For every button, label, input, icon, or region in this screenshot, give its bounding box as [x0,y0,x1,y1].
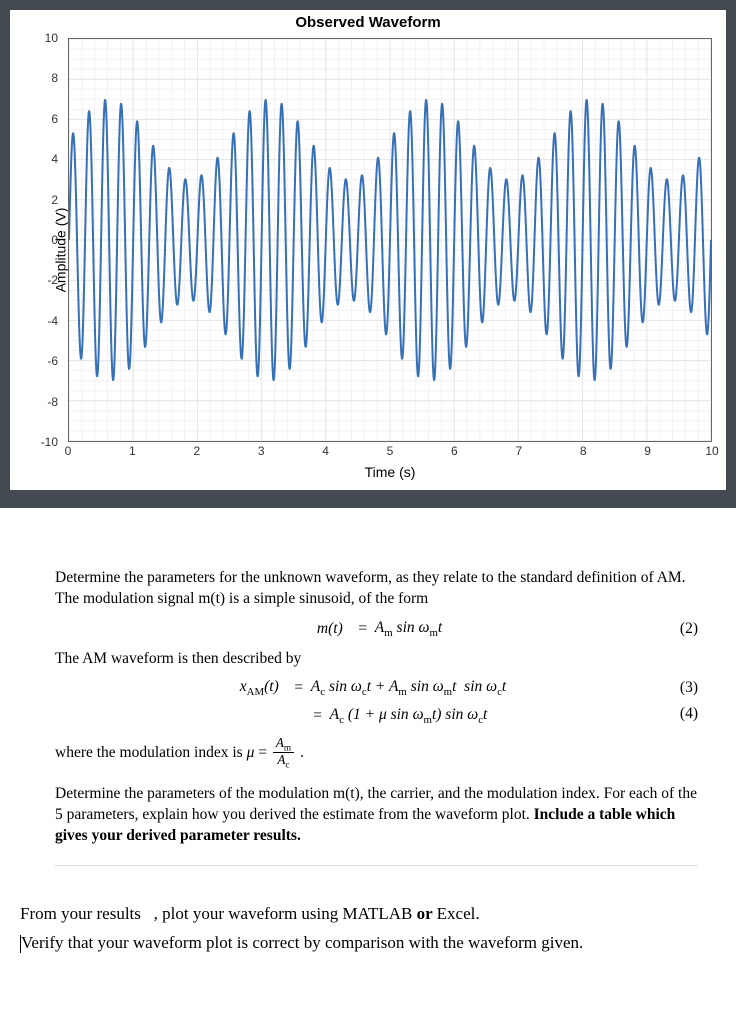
paragraph-2: The AM waveform is then described by [55,649,698,670]
f1d: Excel. [437,904,480,923]
f2: Verify that your waveform plot is correc… [21,933,583,952]
chart-title: Observed Waveform [10,14,726,31]
x-tick-label: 8 [580,444,587,458]
y-tick-label: 4 [51,152,58,166]
x-tick-label: 9 [644,444,651,458]
eq2-number: (2) [658,619,698,640]
paragraph-task: Determine the parameters of the modulati… [55,784,698,847]
eq3-number: (3) [658,678,698,699]
y-tick-label: -4 [47,314,58,328]
y-tick-label: -8 [47,395,58,409]
y-tick-label: -10 [41,435,58,449]
y-ticks: -10-8-6-4-20246810 [10,38,64,442]
equation-2: m(t) = Am sin ωmt (2) [55,618,698,641]
waveform-plot [69,39,711,441]
divider [55,865,698,866]
f1a: From your results [20,904,141,923]
x-tick-label: 1 [129,444,136,458]
y-tick-label: 10 [45,31,58,45]
chart-container: Observed Waveform Amplitude (V) -10-8-6-… [0,0,736,508]
x-tick-label: 7 [515,444,522,458]
x-axis-label: Time (s) [68,464,712,480]
footer-instructions: From your results , plot your waveform u… [0,900,736,978]
equation-4: = Ac (1 + μ sin ωmt) sin ωct (4) [55,702,698,727]
eq4-number: (4) [658,704,698,725]
problem-text: Determine the parameters for the unknown… [0,508,736,900]
footer-line-2: Verify that your waveform plot is correc… [20,929,716,958]
p3-prefix: where the modulation index is [55,743,247,760]
chart-panel: Observed Waveform Amplitude (V) -10-8-6-… [10,10,726,490]
p1-text: Determine the parameters for the unknown… [55,569,686,607]
f1c: or [412,904,436,923]
footer-line-1: From your results , plot your waveform u… [20,900,716,929]
plot-area [68,38,712,442]
x-tick-label: 2 [193,444,200,458]
paragraph-intro: Determine the parameters for the unknown… [55,568,698,610]
y-tick-label: 6 [51,112,58,126]
equation-3: xAM(t) = Ac sin ωct + Am sin ωmt sin ωct… [55,677,698,700]
paragraph-mu: where the modulation index is μ = AmAc . [55,736,698,771]
x-ticks: 012345678910 [68,444,712,462]
y-tick-label: -6 [47,354,58,368]
x-tick-label: 6 [451,444,458,458]
f1b: , plot your waveform using MATLAB [154,904,413,923]
x-tick-label: 0 [65,444,72,458]
y-tick-label: -2 [47,273,58,287]
y-tick-label: 8 [51,71,58,85]
x-tick-label: 10 [705,444,718,458]
y-tick-label: 2 [51,193,58,207]
x-tick-label: 4 [322,444,329,458]
x-tick-label: 5 [387,444,394,458]
x-tick-label: 3 [258,444,265,458]
y-tick-label: 0 [51,233,58,247]
